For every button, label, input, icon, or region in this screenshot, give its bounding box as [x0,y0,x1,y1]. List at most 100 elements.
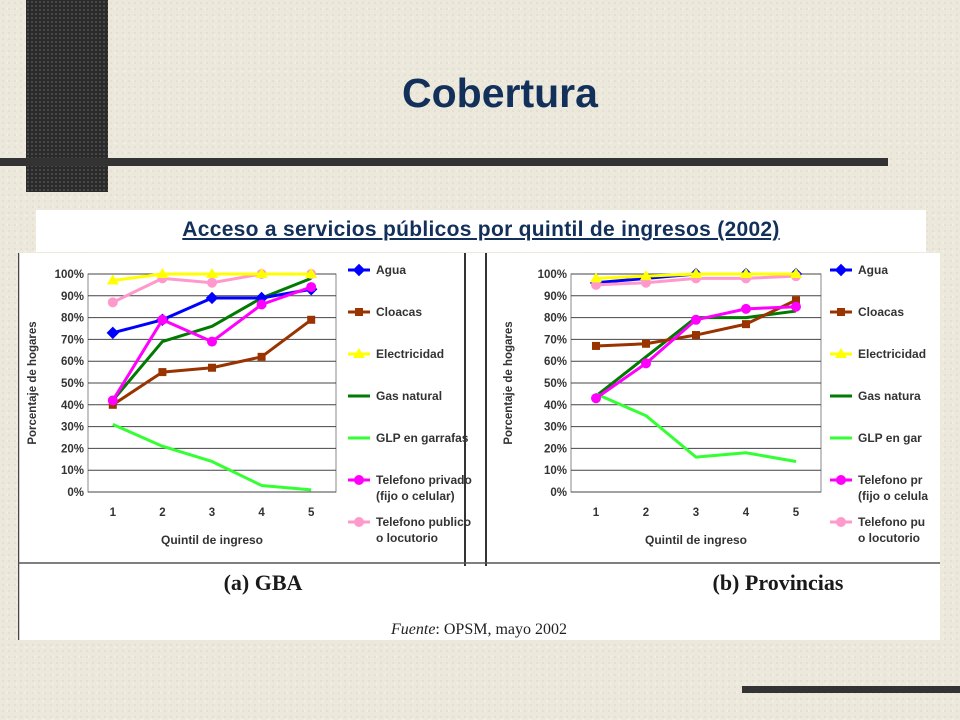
x-axis-label: Quintil de ingreso [161,533,263,547]
y-tick-label: 0% [67,487,84,499]
x-tick-label: 5 [308,507,315,519]
chart-subtitle: Acceso a servicios públicos por quintil … [182,218,780,241]
legend-label: (fijo o celular) [376,489,455,503]
source-text: : OPSM, mayo 2002 [435,621,567,638]
series-line [111,276,312,402]
data-point [157,314,168,325]
legend-entry: Cloacas [830,305,904,319]
legend-label: Electricidad [858,347,926,361]
data-point [106,274,119,285]
legend-entry: Cloacas [348,305,422,319]
legend-entry: Gas natural [348,389,442,403]
data-point [255,268,268,278]
subtitle-box: Acceso a servicios públicos por quintil … [36,210,926,252]
data-point [156,268,169,278]
charts-svg: 0%10%20%30%40%50%60%70%80%90%100%1 2 3 4 5Qu… [18,253,940,640]
legend-label: Agua [858,263,888,277]
legend-label: GLP en garrafas [376,431,469,445]
x-tick-label: 2 [643,507,649,519]
legend-entry: Electricidad [830,347,926,361]
data-point [640,270,652,281]
series-cloacas [592,296,800,350]
legend-entry: Telefono pu o locutorio [830,515,925,545]
legend-entry: Electricidad [348,347,444,361]
series-electricidad [590,268,802,283]
x-tick-label: 3 [209,507,215,519]
data-point [305,268,318,278]
y-tick-label: 90% [544,291,567,303]
legend-swatch-marker [354,517,364,527]
x-tick-label: 4 [258,507,265,519]
data-point [307,315,316,324]
data-point [792,296,800,305]
legend-label: Electricidad [376,347,444,361]
chart-figure: 0% 10% 20% 30% 40% 50% 60% 70% 80% 90% 100% 1 2 3 4 5 Qu… [18,253,940,640]
legend-swatch-marker [836,517,846,527]
chart-panel-provincias: 0% 10% 20% 30% 40% 50% 60% 70% 80% 90% 100% 1 2 3 4 5 Qu… [503,263,928,595]
legend-swatch-marker [837,308,845,316]
legend-swatch-marker [353,348,365,358]
data-point [790,268,802,278]
data-point [207,277,217,288]
slide-title: Cobertura [402,70,598,116]
legend-swatch-marker [355,308,363,316]
y-tick-label: 50% [544,378,567,390]
data-point [741,303,751,314]
legend-swatch-marker [352,263,366,277]
y-tick-label: 0% [550,487,567,499]
data-point [591,393,601,404]
y-tick-label: 30% [61,422,84,434]
series-telefono-privado [591,301,801,404]
legend-entry: Agua [348,263,406,277]
legend-label: Cloacas [376,305,422,319]
y-tick-label: 20% [61,443,84,455]
legend-label: Gas natural [376,389,442,403]
source-label: Fuente [390,621,435,638]
legend-label: Telefono pu [858,515,925,529]
data-point [107,297,118,308]
data-point [692,331,700,340]
data-point [691,314,701,325]
y-axis-label: Porcentaje de hogares [27,321,39,444]
y-tick-label: 70% [544,334,567,346]
x-tick-label: 4 [743,507,750,519]
chart-panel-gba: 0% 10% 20% 30% 40% 50% 60% 70% 80% 90% 100% 1 2 3 4 5 Qu… [27,263,472,595]
x-tick-label: 3 [693,507,699,519]
legend-label: Agua [376,263,406,277]
legend-swatch-marker [835,348,847,358]
y-tick-label: 80% [61,313,84,325]
legend-entry: Agua [830,263,888,277]
y-tick-label: 20% [544,443,567,455]
legend-label: o locutorio [858,531,920,545]
x-tick-label: 2 [159,507,165,519]
x-tick-label: 5 [793,507,800,519]
data-point [205,291,219,305]
legend-label: Cloacas [858,305,904,319]
data-point [306,282,317,293]
legend-label: Telefono pr [858,473,923,487]
legend-entry: Telefono pr (fijo o celula [830,473,928,503]
y-tick-label: 40% [61,400,84,412]
legend-entry: GLP en garrafas [348,431,469,445]
data-point [592,341,600,350]
data-point [690,268,702,278]
legend-label: (fijo o celula [858,489,928,503]
legend-label: Gas natura [858,389,921,403]
series-glp-en-garrafas [595,392,797,463]
y-tick-label: 100% [538,269,567,281]
y-tick-label: 100% [55,269,84,281]
y-tick-label: 60% [544,356,567,368]
data-point [207,336,217,347]
data-point [206,268,218,278]
data-point [257,352,266,361]
data-point [742,320,750,329]
y-tick-label: 10% [61,465,84,477]
data-point [791,301,801,312]
legend-label: Telefono publico [376,515,471,529]
data-point [106,326,120,340]
y-axis-label: Porcentaje de hogares [503,321,515,444]
series-line [112,423,312,492]
legend-swatch-marker [836,475,846,485]
legend-swatch-marker [354,475,364,485]
source-note: Fuente: OPSM, mayo 2002 [390,621,567,638]
